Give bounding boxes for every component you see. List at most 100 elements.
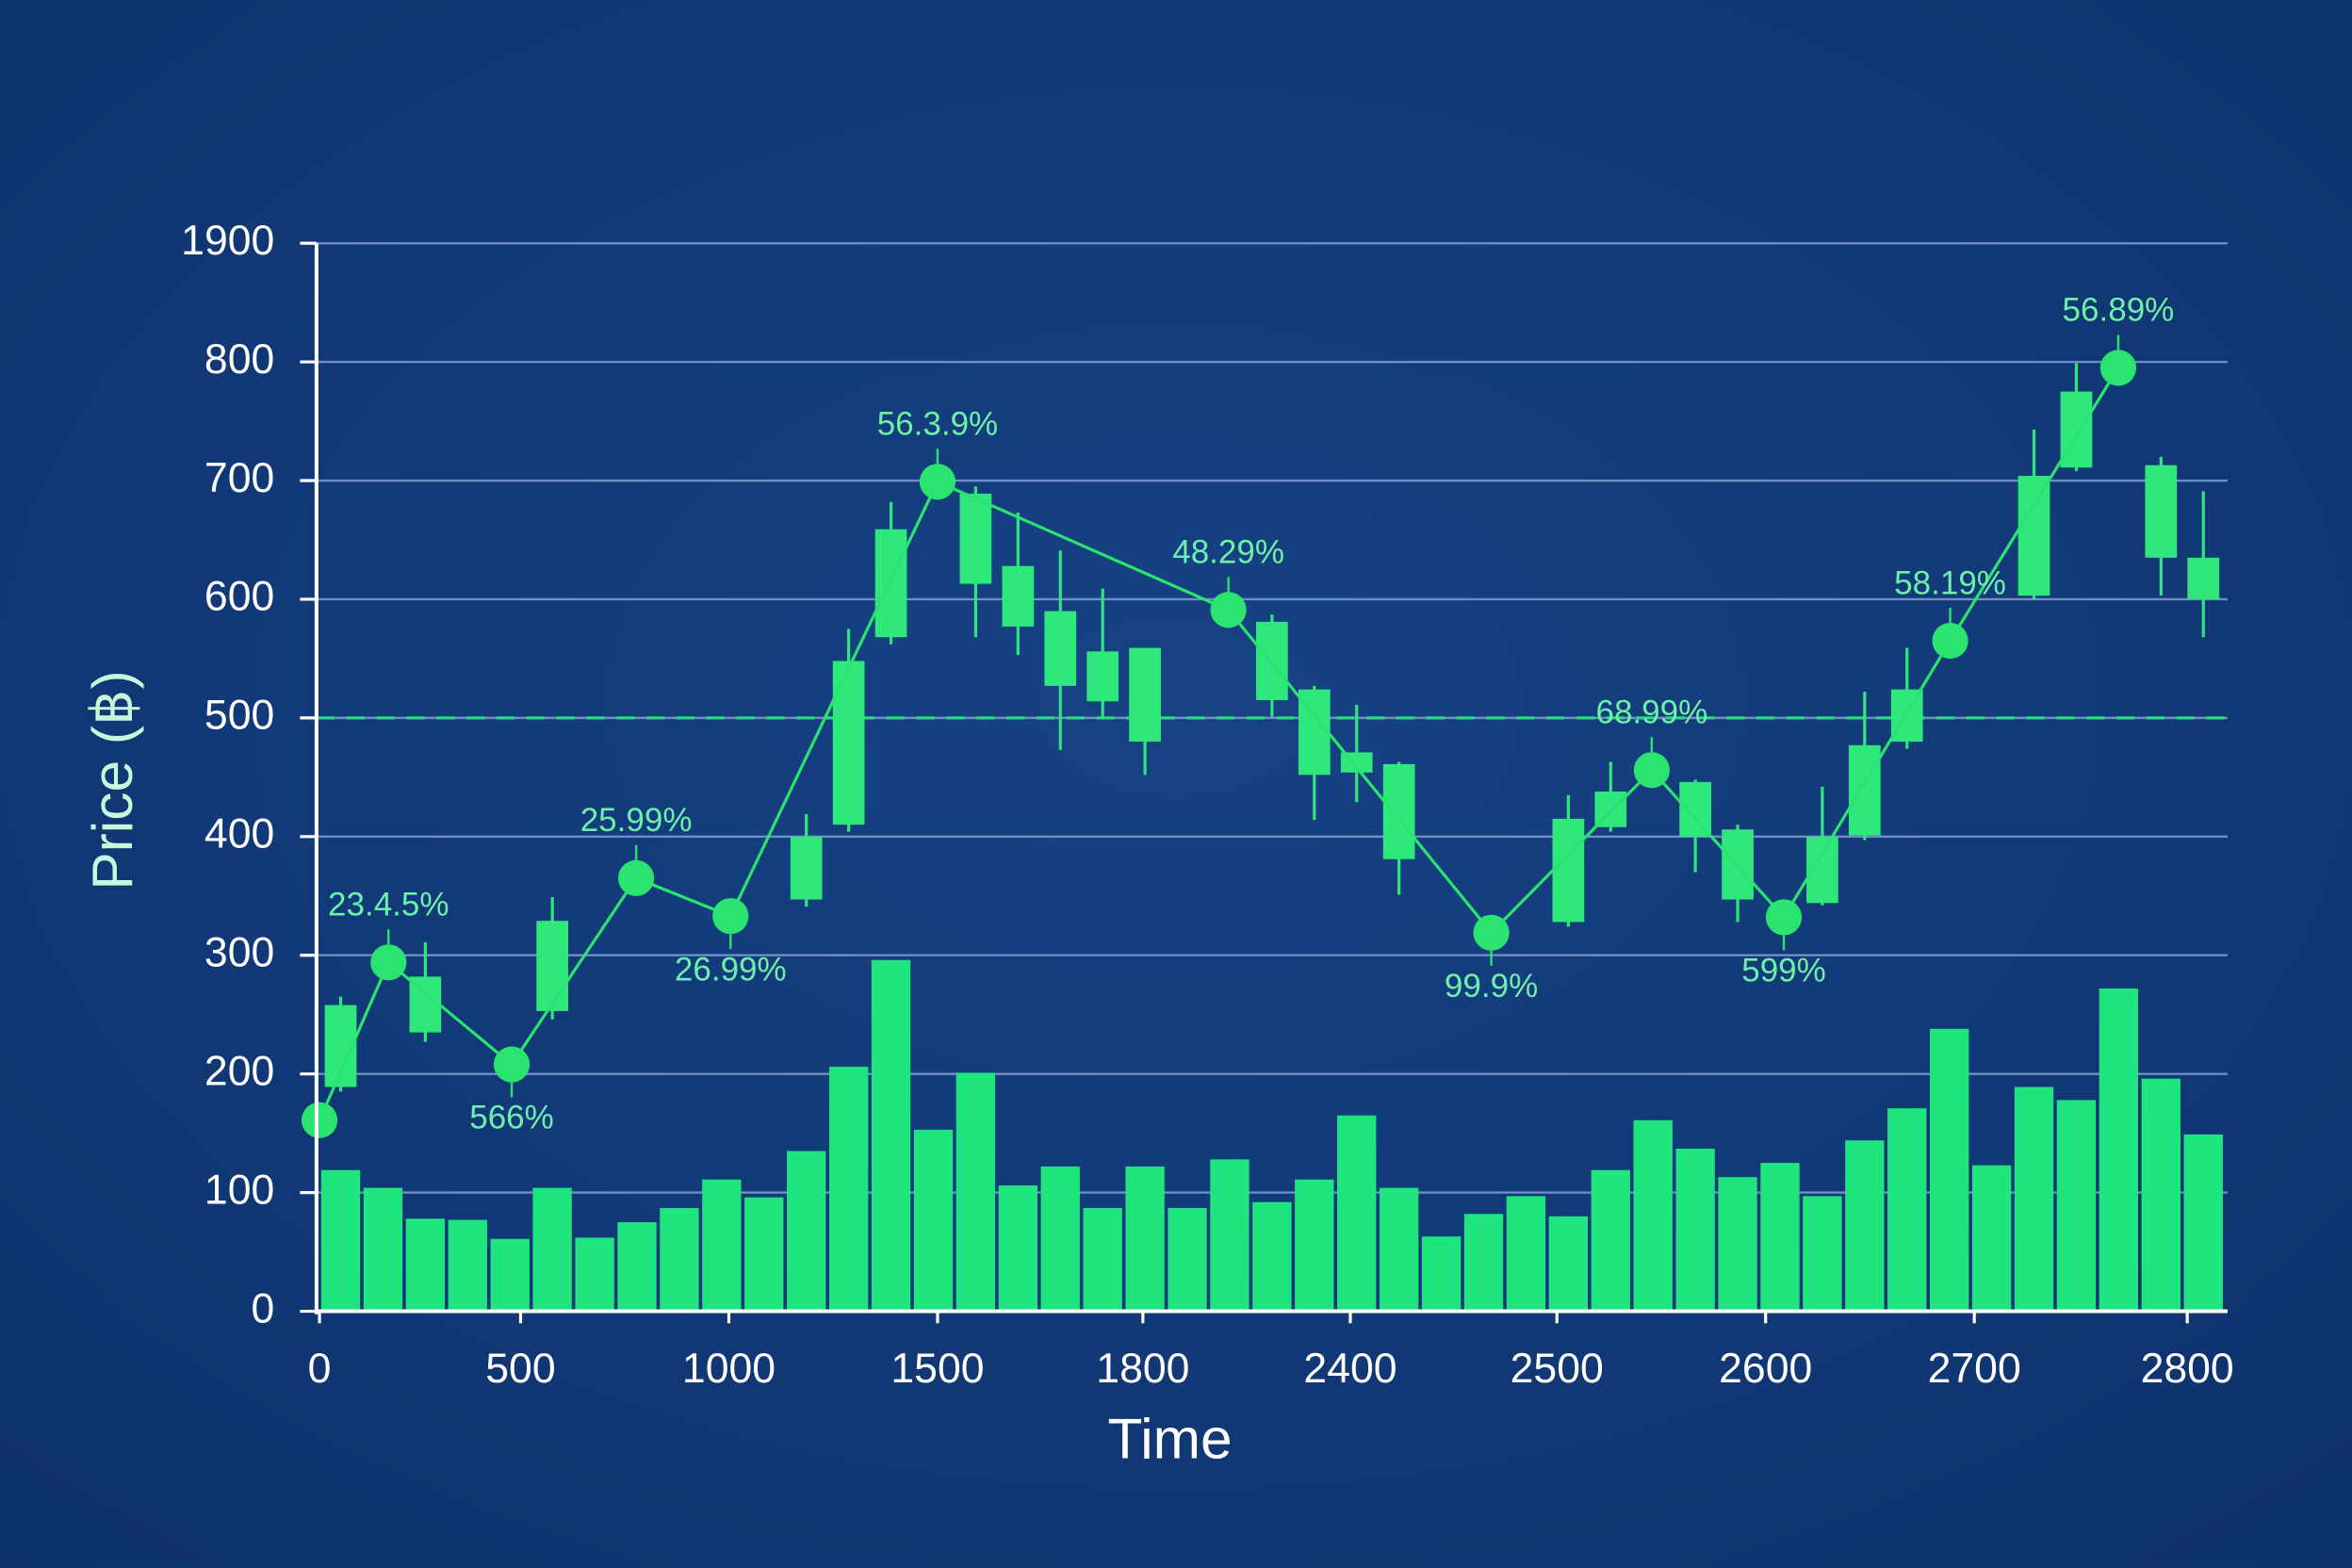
candle-body xyxy=(2017,475,2050,596)
volume-bar xyxy=(787,1151,826,1312)
y-tick-label: 0 xyxy=(252,1285,275,1331)
volume-bar xyxy=(828,1067,869,1312)
volume-bar xyxy=(1125,1166,1165,1312)
candle-body xyxy=(832,661,865,825)
candle-body xyxy=(959,493,992,584)
y-tick-label: 300 xyxy=(204,930,274,976)
marker-label: 56.3.9% xyxy=(877,406,999,443)
y-tick-label: 1900 xyxy=(181,218,274,264)
volume-bar xyxy=(405,1218,446,1312)
marker xyxy=(301,1102,338,1138)
volume-bar xyxy=(744,1197,784,1312)
volume-bar xyxy=(1887,1108,1927,1312)
candle-body xyxy=(536,921,568,1011)
candle-body xyxy=(1256,621,1288,700)
volume-bar xyxy=(532,1187,572,1312)
marker-label: 48.29% xyxy=(1172,534,1284,571)
candle-body xyxy=(874,529,907,638)
marker xyxy=(1473,914,1510,951)
x-tick-label: 2600 xyxy=(1719,1346,1812,1392)
volume-bar xyxy=(1845,1140,1885,1312)
marker-label: 566% xyxy=(469,1100,554,1136)
marker xyxy=(493,1046,531,1083)
volume-bar xyxy=(998,1185,1037,1312)
marker xyxy=(1932,622,1968,660)
volume-bar xyxy=(1506,1196,1546,1312)
marker-label: 23.4.5% xyxy=(328,887,449,923)
volume-bar xyxy=(2183,1134,2223,1312)
candle-body xyxy=(1086,651,1119,702)
volume-bar xyxy=(1421,1236,1462,1312)
volume-bar xyxy=(1379,1187,1419,1312)
marker-label: 25.99% xyxy=(580,802,693,839)
marker-label: 56.89% xyxy=(2063,292,2175,329)
volume-bar xyxy=(1337,1115,1377,1312)
marker-label: 58.19% xyxy=(1894,564,2006,601)
x-tick-label: 1000 xyxy=(682,1346,776,1392)
y-tick-label: 400 xyxy=(204,811,274,858)
volume-bar xyxy=(2141,1078,2180,1312)
x-tick-label: 2500 xyxy=(1511,1346,1604,1392)
volume-bar xyxy=(363,1187,403,1312)
marker-label: 68.99% xyxy=(1595,694,1707,731)
x-tick-label: 2400 xyxy=(1303,1346,1396,1392)
candle-body xyxy=(1044,611,1077,686)
y-tick-label: 600 xyxy=(204,574,274,620)
x-tick-label: 1800 xyxy=(1096,1346,1189,1392)
volume-bar xyxy=(1803,1196,1842,1312)
volume-bar xyxy=(1760,1163,1800,1312)
candle-body xyxy=(2187,557,2220,599)
marker xyxy=(617,859,655,896)
volume-bar xyxy=(490,1238,530,1312)
volume-bar xyxy=(1591,1169,1630,1312)
x-tick-label: 2700 xyxy=(1928,1346,2021,1392)
y-tick-label: 200 xyxy=(204,1048,274,1094)
x-tick-label: 500 xyxy=(485,1346,555,1392)
volume-bar xyxy=(1463,1214,1504,1312)
x-tick-label: 0 xyxy=(308,1346,332,1392)
y-tick-label: 700 xyxy=(204,455,274,501)
marker xyxy=(712,898,749,935)
y-tick-label: 500 xyxy=(204,693,274,739)
volume-bar xyxy=(660,1207,699,1312)
candle-body xyxy=(2145,465,2178,558)
volume-bar xyxy=(1548,1216,1589,1312)
volume-bar xyxy=(1718,1177,1757,1312)
candle-body xyxy=(1002,565,1035,627)
volume-bar xyxy=(702,1179,742,1312)
marker-label: 26.99% xyxy=(675,951,787,988)
y-tick-label: 800 xyxy=(204,336,274,383)
x-axis-label: Time xyxy=(1108,1407,1233,1471)
marker-label: 99.9% xyxy=(1445,968,1538,1004)
volume-bar xyxy=(1083,1207,1122,1312)
candle-body xyxy=(1382,763,1415,859)
volume-bar xyxy=(956,1072,996,1312)
volume-bar xyxy=(575,1237,614,1312)
y-tick-label: 100 xyxy=(204,1167,274,1213)
candle-body xyxy=(1129,647,1161,743)
volume-bar xyxy=(1252,1201,1292,1312)
volume-bar xyxy=(1930,1028,1969,1312)
volume-bar xyxy=(2056,1100,2097,1312)
x-tick-label: 2800 xyxy=(2141,1346,2234,1392)
volume-bar xyxy=(320,1169,361,1312)
volume-bar xyxy=(1040,1166,1080,1312)
candle-body xyxy=(790,836,823,900)
price-line xyxy=(318,367,2120,1121)
volume-bar xyxy=(1168,1207,1207,1312)
marker xyxy=(1210,592,1247,629)
marker xyxy=(370,944,407,981)
marker xyxy=(1765,899,1803,936)
candle-body xyxy=(1552,818,1585,923)
x-tick-label: 1500 xyxy=(890,1346,984,1392)
volume-bar xyxy=(2099,988,2139,1312)
candle-body xyxy=(1848,744,1881,836)
volume-bar xyxy=(617,1222,657,1312)
marker xyxy=(1633,752,1670,789)
candle-body xyxy=(1679,781,1711,837)
volume-bar xyxy=(1633,1119,1673,1312)
volume-bar xyxy=(1675,1149,1715,1312)
y-axis-label: Price (฿) xyxy=(80,670,144,890)
